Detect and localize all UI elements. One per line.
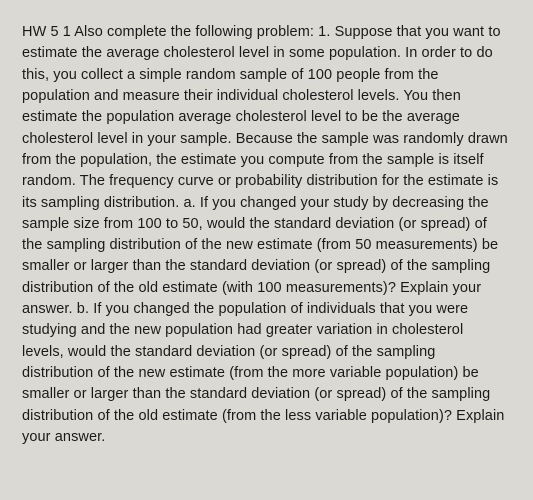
document-container: HW 5 1 Also complete the following probl… [0, 0, 533, 470]
problem-text: HW 5 1 Also complete the following probl… [22, 22, 509, 448]
